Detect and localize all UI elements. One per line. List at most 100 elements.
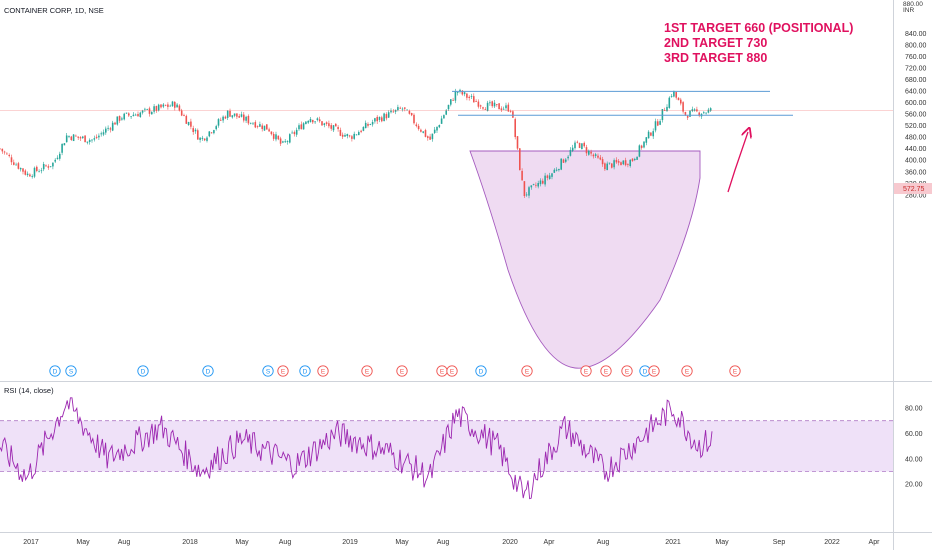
candle-body [385,114,388,119]
candle-body [178,105,181,111]
candle-body [553,169,556,173]
event-marker-e[interactable]: E [681,365,693,377]
event-marker-label: S [266,369,271,376]
candlestick-series [0,88,712,199]
candle-body [3,151,6,153]
drawing-lines [0,90,893,193]
candle-body [49,166,52,168]
event-marker-e[interactable]: E [729,365,741,377]
event-marker-e[interactable]: E [648,365,660,377]
event-marker-circle [600,365,612,377]
candle-body [312,119,314,123]
candle-body [100,133,102,135]
event-marker-d[interactable]: D [299,365,311,377]
candle-body [1,148,4,152]
candle-body [123,113,125,120]
price-tick-label: 720.00 [905,66,927,73]
candle-body [236,113,238,117]
candle-body [203,138,206,141]
candle-body [590,151,592,154]
candle-body [88,139,91,142]
candle-body [378,116,381,120]
candle-body [233,113,236,116]
candle-body [507,104,510,112]
candle-body [571,147,574,151]
rsi-tick-label: 40.00 [905,456,923,463]
event-marker-e[interactable]: E [621,365,633,377]
event-marker-label: E [321,369,326,376]
event-marker-label: E [365,369,370,376]
event-marker-e[interactable]: E [277,365,289,377]
candle-body [422,131,424,133]
event-marker-d[interactable]: D [137,365,149,377]
candle-body [666,106,668,112]
candle-body [33,167,36,177]
candle-body [686,116,689,118]
candle-body [477,101,480,107]
candle-body [523,181,526,197]
event-marker-d[interactable]: D [475,365,487,377]
event-marker-circle [299,365,311,377]
event-marker-circle [317,365,329,377]
candle-body [691,109,694,112]
candle-body [680,99,682,104]
event-marker-d[interactable]: D [49,365,61,377]
event-marker-e[interactable]: E [317,365,329,377]
candle-body [459,89,461,92]
candle-body [709,108,712,111]
candle-body [176,104,178,108]
event-marker-label: D [643,369,648,376]
candle-body [387,112,390,118]
candle-body [581,143,583,150]
event-marker-e[interactable]: E [580,365,592,377]
candle-body [229,110,231,117]
event-marker-s[interactable]: S [65,365,77,377]
candle-body [220,119,222,121]
candle-body [424,130,427,137]
candle-body [224,116,227,119]
candle-body [284,141,286,143]
candle-body [344,135,346,137]
event-marker-e[interactable]: E [361,365,373,377]
price-tick-label: 280.00 [905,192,927,199]
candle-body [275,134,277,140]
candle-body [654,121,657,131]
candle-body [548,175,551,180]
time-tick-label: 2017 [23,539,39,546]
candle-body [640,145,643,148]
candle-body [86,141,89,143]
candle-body [645,137,648,143]
candle-body [624,160,627,166]
candle-body [171,101,174,107]
candle-body [560,158,562,170]
candle-body [148,108,151,114]
event-marker-e[interactable]: E [446,365,458,377]
price-tick-label: 800.00 [905,43,927,50]
candle-body [174,102,176,108]
candle-body [47,166,50,168]
candle-body [116,116,119,125]
candle-body [627,164,629,165]
event-marker-e[interactable]: E [436,365,448,377]
rsi-tick-label: 80.00 [905,406,923,413]
breakout-arrow [727,132,748,193]
price-tick-label: 760.00 [905,54,927,61]
candle-body [277,135,280,140]
candle-body [353,133,355,139]
candle-body [272,133,275,139]
price-tick-label: 480.00 [905,135,927,142]
target-line-3: 3RD TARGET 880 [664,51,767,65]
candle-body [134,114,137,116]
candle-body [68,136,70,137]
target-line-2: 2ND TARGET 730 [664,36,767,50]
event-marker-e[interactable]: E [521,365,533,377]
candle-body [578,143,581,148]
candle-body [137,114,139,117]
event-marker-d[interactable]: D [202,365,214,377]
event-marker-e[interactable]: E [600,365,612,377]
event-marker-e[interactable]: E [396,365,408,377]
candle-body [339,129,342,136]
event-marker-s[interactable]: S [262,365,274,377]
candle-body [463,92,466,95]
